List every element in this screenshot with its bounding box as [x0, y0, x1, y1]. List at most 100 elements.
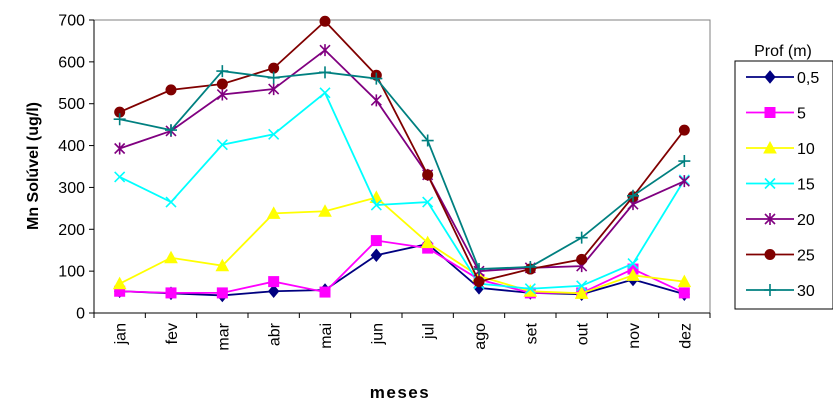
data-point: [575, 231, 588, 244]
legend-item: 0,5: [746, 70, 819, 87]
data-point: [318, 204, 332, 217]
data-point: [420, 235, 435, 249]
series-line: [119, 239, 685, 294]
series-30: [113, 65, 691, 276]
data-point: [370, 235, 382, 247]
data-point: [216, 88, 228, 101]
data-point: [268, 62, 280, 74]
series-25: [114, 15, 690, 288]
data-point: [165, 196, 177, 208]
data-point: [165, 84, 177, 96]
data-point: [165, 124, 177, 137]
data-point: [524, 260, 537, 273]
legend-marker: [763, 140, 777, 154]
data-point: [473, 276, 485, 288]
data-point: [112, 276, 127, 290]
legend: Prof (m) 0,5 5 10 15 20 25 30: [734, 43, 833, 310]
data-point: [473, 263, 485, 276]
series-20: [114, 44, 690, 278]
legend-label: 25: [797, 248, 815, 265]
x-tick-label: dez: [677, 323, 694, 349]
x-tick-label: abr: [267, 322, 284, 346]
x-tick-label: ago: [472, 323, 489, 350]
x-tick-label: out: [575, 322, 592, 345]
series-line: [119, 196, 685, 295]
legend-marker: [764, 70, 776, 84]
x-tick-label: nov: [626, 323, 643, 349]
data-point: [319, 15, 331, 27]
data-point: [678, 287, 690, 299]
y-tick-label: 100: [58, 264, 85, 281]
data-point: [678, 175, 690, 188]
series-line: [119, 48, 685, 273]
data-point: [678, 124, 690, 136]
y-tick-label: 500: [58, 96, 85, 113]
data-point: [268, 83, 280, 96]
data-point: [216, 78, 228, 90]
data-point: [268, 276, 280, 288]
data-point: [216, 287, 228, 299]
legend-box: [734, 60, 833, 310]
y-tick-label: 600: [58, 54, 85, 71]
data-point: [626, 268, 640, 281]
data-point: [266, 206, 281, 219]
plot-area: [93, 19, 711, 314]
data-point: [576, 280, 588, 292]
legend-marker: [764, 177, 776, 190]
y-tick-label: 0: [76, 306, 85, 323]
legend-marker: [764, 107, 776, 118]
legend-label: 10: [797, 141, 815, 158]
data-point: [524, 283, 536, 295]
series-line: [119, 19, 686, 283]
data-point: [267, 71, 280, 84]
data-point: [165, 287, 177, 299]
legend-marker: [764, 213, 776, 225]
data-point: [216, 139, 228, 151]
data-point: [677, 274, 692, 288]
legend-title: Prof (m): [754, 43, 812, 60]
legend-marker: [764, 249, 776, 260]
x-tick-label: jun: [369, 323, 386, 345]
legend-item: 30: [746, 283, 815, 300]
data-point: [421, 134, 434, 147]
x-tick-label: set: [523, 322, 540, 344]
legend-item: 20: [746, 212, 815, 229]
data-point: [113, 113, 126, 126]
legend-label: 5: [797, 106, 806, 123]
data-point: [370, 248, 382, 263]
data-point: [216, 65, 229, 78]
legend-item: 10: [746, 140, 815, 158]
data-point: [370, 94, 382, 107]
data-point: [319, 44, 331, 57]
data-point: [319, 66, 331, 79]
y-tick-label: 400: [58, 138, 85, 155]
legend-item: 25: [746, 248, 815, 265]
y-tick-label: 300: [58, 180, 85, 197]
data-point: [164, 250, 178, 264]
legend-item: 5: [746, 106, 806, 123]
data-point: [268, 128, 280, 140]
legend-marker: [764, 284, 776, 296]
x-tick-label: jul: [421, 323, 438, 340]
legend-label: 30: [797, 283, 815, 300]
legend-item: 15: [746, 177, 815, 194]
data-point: [319, 87, 331, 99]
data-point: [215, 258, 230, 272]
series-line: [119, 242, 685, 297]
data-point: [319, 286, 331, 298]
data-point: [370, 199, 382, 211]
x-axis-title: meses: [370, 383, 430, 402]
data-point: [114, 142, 126, 155]
x-tick-label: jan: [113, 323, 130, 345]
x-tick-label: mai: [318, 323, 335, 349]
data-point: [370, 72, 383, 85]
data-point: [627, 258, 639, 270]
y-axis-title: Mn Solúvel (ug/l): [25, 102, 42, 230]
x-tick-label: mar: [215, 322, 232, 350]
data-point: [678, 155, 691, 168]
data-point: [114, 171, 126, 183]
y-tick-label: 700: [58, 13, 85, 30]
y-tick-label: 200: [58, 222, 85, 239]
data-point: [574, 286, 589, 299]
